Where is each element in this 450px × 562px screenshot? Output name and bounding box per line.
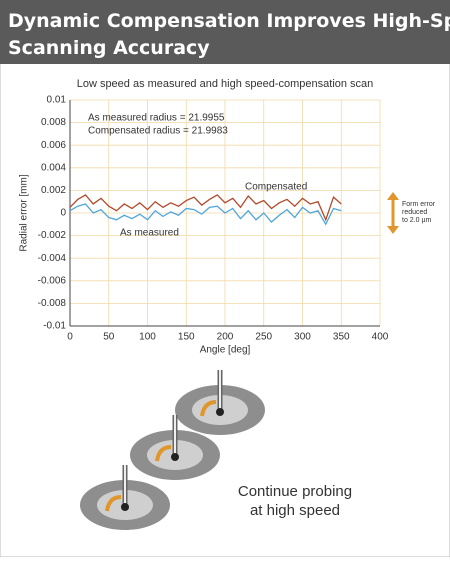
series-label: As measured	[120, 228, 179, 239]
chart-title: Low speed as measured and high speed-com…	[77, 78, 374, 90]
x-axis-label: Angle [deg]	[200, 345, 251, 356]
annotation: As measured radius = 21.9955	[88, 113, 225, 124]
caption: at high speed	[250, 502, 340, 519]
y-tick-label: -0.004	[38, 253, 67, 264]
y-tick-label: -0.002	[38, 230, 67, 241]
probe-illustration	[80, 370, 265, 530]
data-line	[69, 194, 342, 222]
x-tick-label: 350	[333, 332, 350, 343]
x-tick-label: 300	[294, 332, 311, 343]
y-tick-label: 0.01	[47, 95, 67, 106]
series-label: Compensated	[245, 182, 307, 193]
header-title: Dynamic Compensation Improves High-Speed	[8, 10, 450, 32]
y-tick-label: 0.008	[41, 117, 66, 128]
y-tick-label: 0.004	[41, 162, 66, 173]
y-tick-label: 0.002	[41, 185, 66, 196]
header-band	[0, 0, 450, 64]
x-tick-label: 250	[255, 332, 272, 343]
x-tick-label: 0	[67, 332, 73, 343]
x-tick-label: 400	[372, 332, 389, 343]
x-tick-label: 200	[217, 332, 234, 343]
header-title: Scanning Accuracy	[8, 37, 210, 59]
x-tick-label: 50	[103, 332, 115, 343]
y-tick-label: 0	[60, 208, 66, 219]
y-tick-label: 0.006	[41, 140, 66, 151]
y-tick-label: -0.008	[38, 298, 67, 309]
x-tick-label: 100	[139, 332, 156, 343]
caption: Continue probing	[238, 483, 352, 500]
arrow	[387, 192, 399, 234]
y-axis-label: Radial error [mm]	[19, 174, 30, 251]
data-line	[69, 203, 342, 226]
annotation: Compensated radius = 21.9983	[88, 126, 228, 137]
y-tick-label: -0.006	[38, 275, 67, 286]
y-tick-label: -0.01	[43, 321, 66, 332]
form-error-note: to 2.0 µm	[402, 217, 431, 224]
x-tick-label: 150	[178, 332, 195, 343]
form-error-note: Form error	[402, 201, 436, 208]
form-error-note: reduced	[402, 209, 427, 216]
